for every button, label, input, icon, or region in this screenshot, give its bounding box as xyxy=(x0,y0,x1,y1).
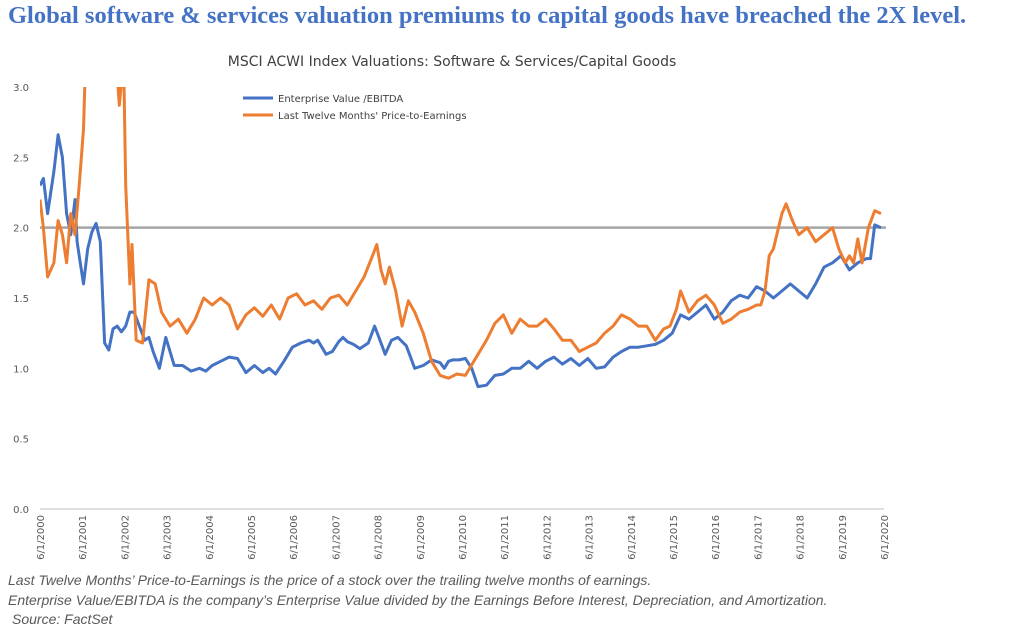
x-tick-label: 6/1/2003 xyxy=(163,515,174,560)
axes-layer: 0.0 0.5 1.0 1.5 2.0 2.5 3.0 6/1/2000 6/1/2001 6/1… xyxy=(13,83,891,560)
x-tick-label: 6/1/2012 xyxy=(542,515,553,560)
legend-label: Last Twelve Months' Price-to-Earnings xyxy=(278,111,467,122)
y-tick-label: 0.5 xyxy=(13,435,29,446)
x-tick-label: 6/1/2005 xyxy=(247,515,258,560)
x-tick-label: 6/1/2017 xyxy=(753,515,764,560)
x-tick-label: 6/1/2007 xyxy=(331,515,342,560)
ev-footnote: Enterprise Value/EBITDA is the company’s… xyxy=(8,591,828,608)
x-tick-label: 6/1/2002 xyxy=(120,515,131,560)
x-tick-label: 6/1/2014 xyxy=(627,515,638,560)
legend-label: Enterprise Value /EBITDA xyxy=(278,94,403,105)
x-tick-label: 6/1/2020 xyxy=(880,515,891,560)
x-tick-label: 6/1/2000 xyxy=(36,515,47,560)
ev-ebitda-line xyxy=(40,133,882,389)
headline: Global software & services valuation pre… xyxy=(8,2,967,29)
y-tick-label: 2.5 xyxy=(13,153,29,164)
y-tick-label: 1.5 xyxy=(13,294,29,305)
legend: Enterprise Value /EBITDA Last Twelve Mont… xyxy=(243,94,467,122)
x-tick-label: 6/1/2008 xyxy=(374,515,385,560)
x-tick-label: 6/1/2019 xyxy=(838,515,849,560)
legend-item-ev: Enterprise Value /EBITDA xyxy=(243,94,403,105)
x-tick-label: 6/1/2001 xyxy=(78,515,89,560)
x-tick-label: 6/1/2011 xyxy=(500,515,511,560)
x-tick-label: 6/1/2013 xyxy=(585,515,596,560)
y-tick-label: 0.0 xyxy=(13,505,29,516)
pe-footnote: Last Twelve Months’ Price-to-Earnings is… xyxy=(8,572,652,588)
x-tick-label: 6/1/2016 xyxy=(711,515,722,560)
x-tick-label: 6/1/2018 xyxy=(796,515,807,560)
pe-ltm-line xyxy=(40,87,882,380)
y-tick-label: 2.0 xyxy=(13,224,29,235)
series-layer xyxy=(40,87,886,389)
x-tick-label: 6/1/2006 xyxy=(289,515,300,560)
valuation-chart: MSCI ACWI Index Valuations: Software & S… xyxy=(13,54,891,560)
footnotes: Last Twelve Months’ Price-to-Earnings is… xyxy=(8,571,1018,630)
legend-item-pe: Last Twelve Months' Price-to-Earnings xyxy=(243,111,467,122)
y-tick-label: 3.0 xyxy=(13,83,29,94)
source-note: Source: FactSet xyxy=(12,611,113,627)
chart-title: MSCI ACWI Index Valuations: Software & S… xyxy=(228,54,677,70)
x-tick-label: 6/1/2010 xyxy=(458,515,469,560)
y-tick-label: 1.0 xyxy=(13,364,29,375)
x-tick-label: 6/1/2004 xyxy=(205,515,216,560)
x-tick-label: 6/1/2015 xyxy=(669,515,680,560)
x-tick-label: 6/1/2009 xyxy=(416,515,427,560)
